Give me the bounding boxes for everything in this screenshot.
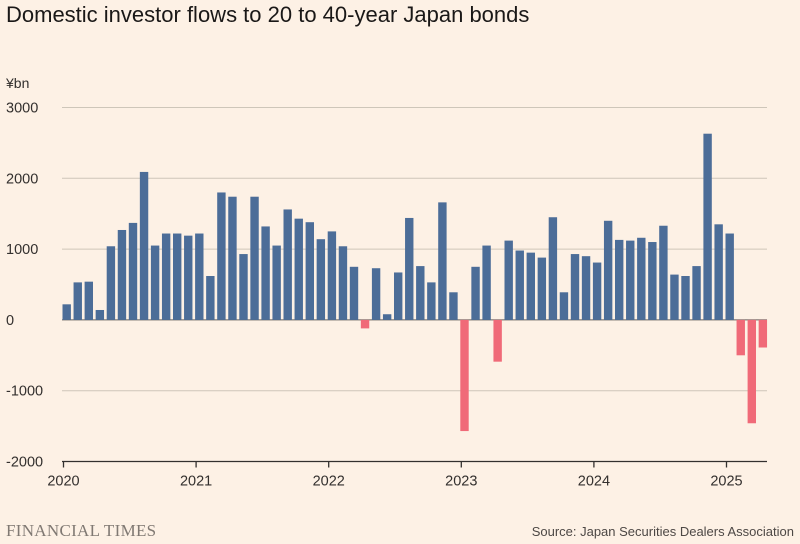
bar [305,222,314,320]
y-unit-label: ¥bn [5,75,29,91]
bar [615,239,624,320]
bar [327,231,337,320]
bar [294,218,303,320]
bar [548,217,558,320]
bars [62,133,768,432]
bar [239,254,248,320]
bar [206,276,215,320]
bar [592,262,602,320]
y-tick-label: -1000 [6,384,43,400]
y-tick-label: 1000 [6,242,38,258]
bar [438,202,447,320]
y-tick-label: -2000 [6,455,43,471]
bar [648,242,657,320]
bar [637,237,646,320]
bar [570,254,580,320]
x-tick-label: 2024 [578,474,610,490]
bar [449,292,458,320]
bar [272,245,281,320]
y-tick-label: 2000 [6,171,38,187]
bar [371,268,381,320]
bar [416,266,425,320]
bar [250,196,259,320]
bar [659,225,668,320]
x-tick-label: 2025 [710,474,742,490]
y-tick-label: 0 [6,313,14,329]
bar [758,319,768,348]
bar [626,240,635,320]
bar [150,245,160,320]
x-axis [62,460,767,468]
bar [195,233,204,320]
x-tick-label: 2022 [313,474,345,490]
y-tick-label: 3000 [6,101,38,117]
bar [515,250,524,320]
bar [161,233,171,320]
bar [504,240,513,320]
bar [117,229,127,320]
bar [261,226,270,320]
bar [581,256,591,320]
bar [360,319,370,329]
bar [184,235,193,320]
bar [73,282,82,320]
bar [139,171,149,320]
bar [460,319,469,432]
x-tick-label: 2021 [180,474,212,490]
x-tick-label: 2023 [445,474,477,490]
bar [471,266,480,320]
bar [283,209,292,320]
bar [95,309,105,320]
bar [217,192,226,320]
bar [493,319,502,362]
bar [670,274,679,320]
bar [603,220,613,320]
bar [405,217,414,320]
bar [394,272,403,320]
bar [338,246,348,320]
bar [84,281,93,320]
chart-title: Domestic investor flows to 20 to 40-year… [6,2,530,27]
x-tick-label: 2020 [47,474,79,490]
bar [316,239,326,320]
bar [382,314,392,320]
bar [703,133,712,320]
bar [427,282,436,320]
bar [714,224,723,320]
ft-logo-text: FINANCIAL TIMES [6,521,157,540]
bar [747,319,756,424]
bar [526,252,535,320]
bar [228,196,237,320]
bar [692,266,701,320]
bar [559,292,569,320]
bar [537,257,547,320]
bar [173,233,182,320]
source-note: Source: Japan Securities Dealers Associa… [531,524,794,539]
bar [106,246,116,320]
bar [482,245,491,320]
bar [725,233,734,320]
bar [681,276,690,320]
bar [128,222,138,320]
bar [349,266,359,320]
bar [62,304,71,320]
bar [736,319,745,356]
